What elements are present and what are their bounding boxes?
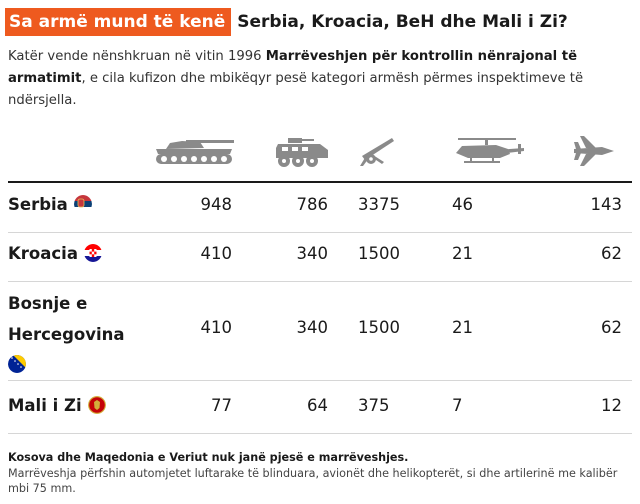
footnote-bold: Kosova dhe Maqedonia e Veriut nuk janë p…	[8, 451, 409, 464]
page-title: Serbia, Kroacia, BeH dhe Mali i Zi?	[237, 12, 568, 32]
intro-bold: Marrëveshjen për kontrollin nënrajonal t…	[8, 49, 578, 86]
value-jets: 62	[601, 318, 622, 337]
intro-part1: Katër vende nënshkruan në vitin 1996	[8, 49, 266, 64]
serbia-flag-icon	[73, 195, 92, 213]
row-divider	[8, 232, 632, 233]
table-bottom-rule	[8, 433, 632, 434]
value-artillery: 1500	[358, 318, 400, 337]
tank-icon	[156, 140, 234, 164]
country-name: Serbia	[8, 190, 92, 220]
row-divider	[8, 380, 632, 381]
country-label: Serbia	[8, 195, 68, 214]
value-armored: 340	[296, 244, 329, 263]
country-label-line2: Hercegovina	[8, 325, 125, 344]
artillery-icon	[360, 138, 394, 166]
country-name: Kroacia	[8, 239, 102, 269]
value-tanks: 410	[200, 318, 233, 337]
helicopter-icon	[456, 138, 524, 163]
value-artillery: 375	[358, 396, 390, 415]
value-tanks: 77	[211, 396, 232, 415]
country-name: Mali i Zi	[8, 391, 106, 421]
value-helicopters: 7	[452, 396, 463, 415]
value-helicopters: 46	[452, 195, 473, 214]
value-armored: 786	[296, 195, 329, 214]
country-name: Bosnje e Hercegovina	[8, 288, 125, 381]
value-artillery: 3375	[358, 195, 400, 214]
country-label: Mali i Zi	[8, 396, 82, 415]
value-helicopters: 21	[452, 244, 473, 263]
value-armored: 64	[307, 396, 328, 415]
intro-part2: , e cila kufizon dhe mbikëqyr pesë kateg…	[8, 71, 584, 108]
weapon-icons-row	[0, 130, 640, 174]
country-label: Kroacia	[8, 244, 78, 263]
intro-text: Katër vende nënshkruan në vitin 1996 Mar…	[8, 46, 608, 112]
title-tag: Sa armë mund të kenë	[5, 8, 232, 36]
bosnia-flag-icon	[8, 355, 26, 373]
value-jets: 143	[590, 195, 623, 214]
value-tanks: 948	[200, 195, 233, 214]
fighter-jet-icon	[574, 136, 614, 166]
country-label-line1: Bosnje e	[8, 294, 88, 313]
row-divider	[8, 281, 632, 282]
value-armored: 340	[296, 318, 329, 337]
value-jets: 12	[601, 396, 622, 415]
title-row: Sa armë mund të kenë Serbia, Kroacia, Be…	[5, 8, 568, 36]
footnote-text: Marrëveshja përfshin automjetet luftarak…	[8, 467, 618, 495]
croatia-flag-icon	[83, 244, 102, 262]
table-top-rule	[8, 181, 632, 183]
value-jets: 62	[601, 244, 622, 263]
armored-vehicle-icon	[276, 138, 328, 167]
value-helicopters: 21	[452, 318, 473, 337]
value-tanks: 410	[200, 244, 233, 263]
value-artillery: 1500	[358, 244, 400, 263]
montenegro-flag-icon	[87, 396, 106, 414]
